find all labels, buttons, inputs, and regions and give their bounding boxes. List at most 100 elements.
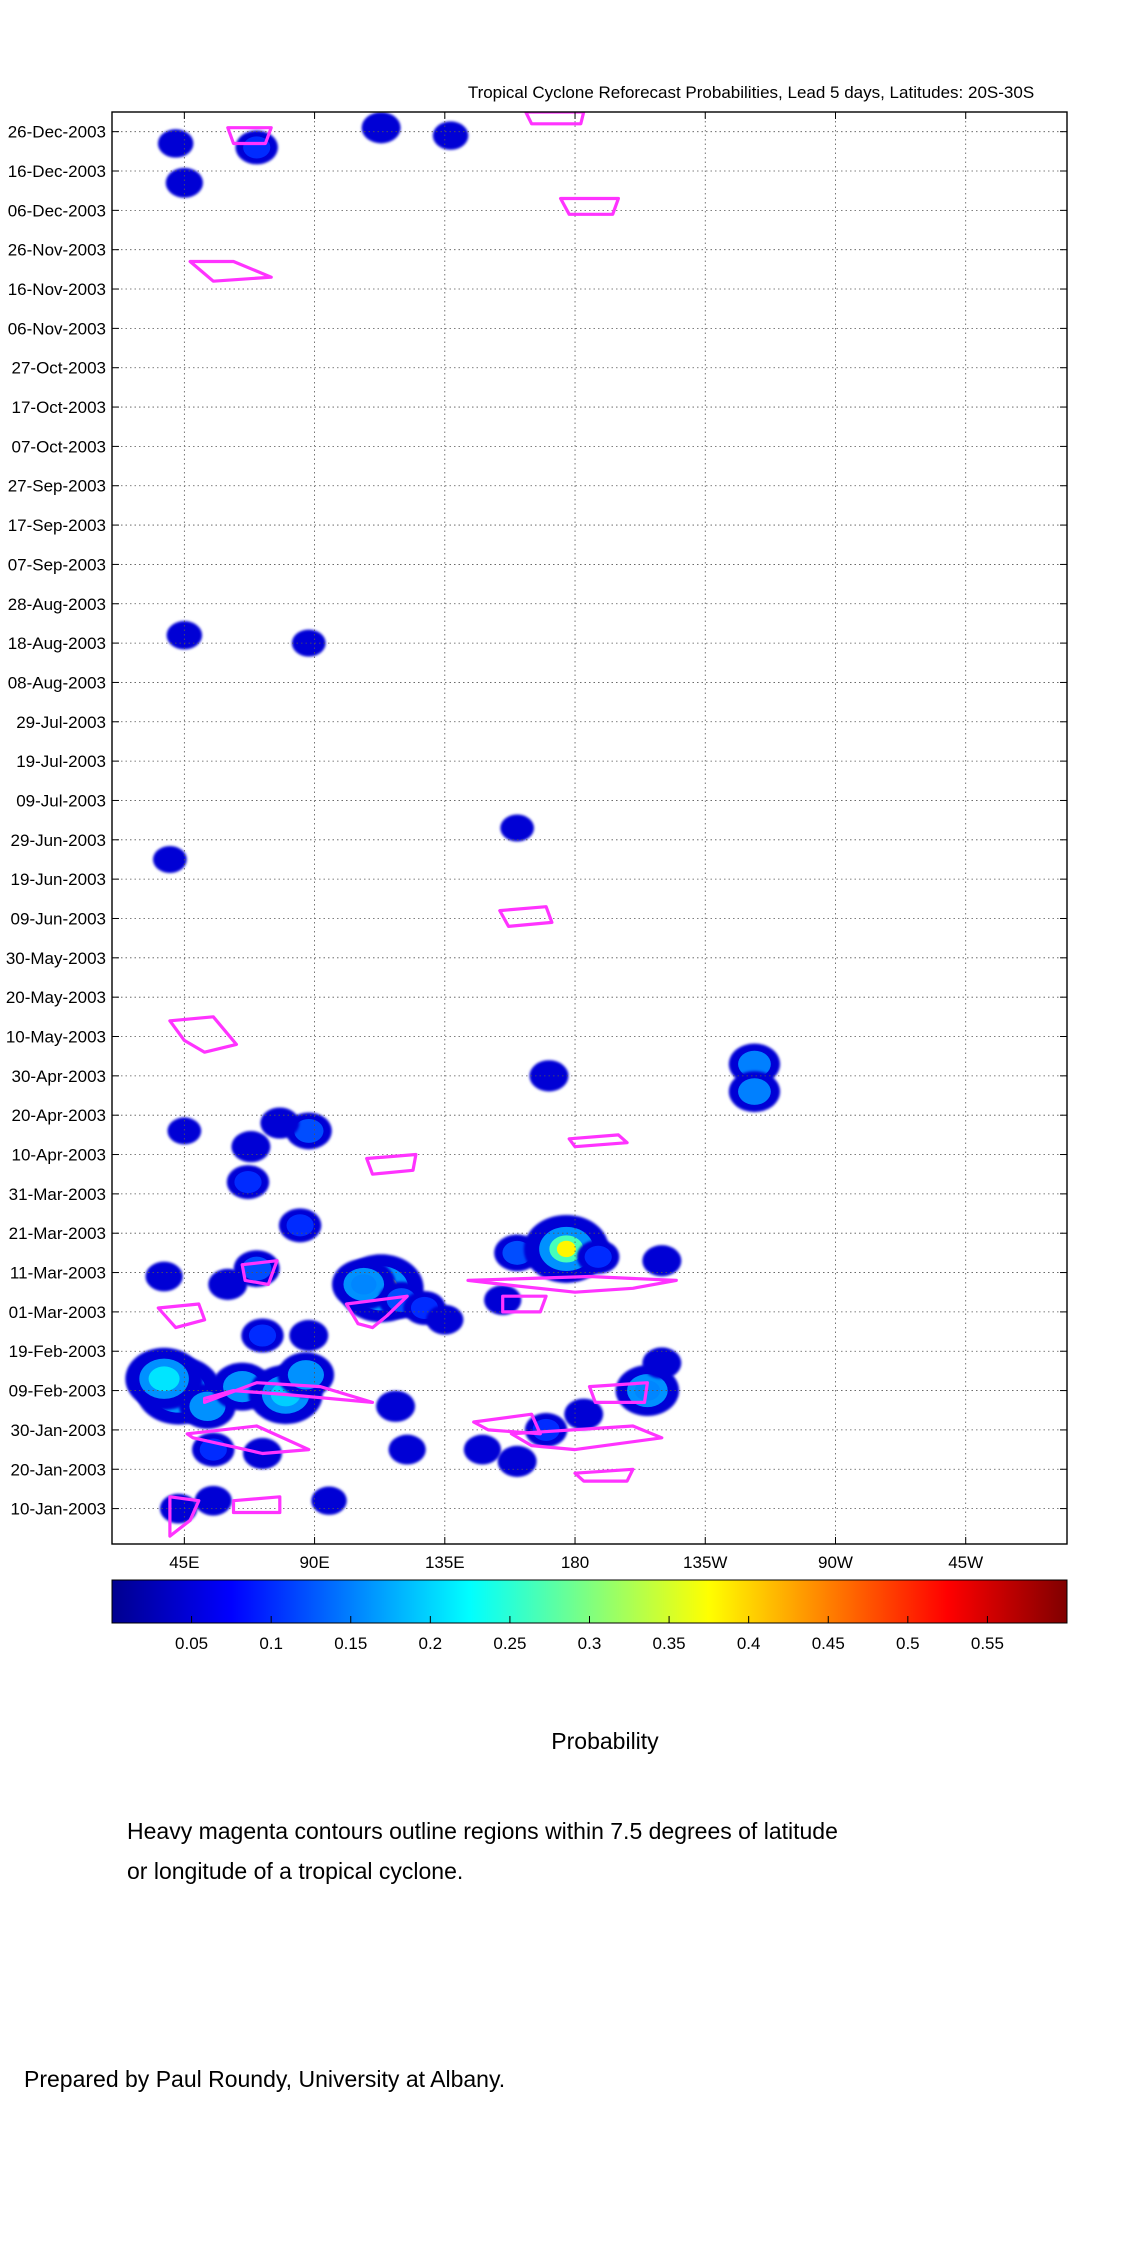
probability-region (260, 1107, 300, 1139)
tc-contour (203, 1381, 375, 1405)
probability-region (167, 1117, 202, 1145)
tc-contour (231, 1495, 282, 1515)
probability-region-core (243, 136, 271, 159)
y-tick-label: 30-Jan-2003 (11, 1421, 106, 1440)
colorbar-tick-label: 0.2 (419, 1634, 443, 1653)
y-tick-label: 06-Nov-2003 (8, 319, 106, 338)
x-tick-label: 135E (425, 1553, 465, 1572)
tc-contour (188, 259, 273, 283)
y-tick-label: 10-Jan-2003 (11, 1500, 106, 1519)
probability-region (231, 1131, 271, 1163)
probability-region-core (584, 1245, 612, 1268)
y-tick-label: 08-Aug-2003 (8, 673, 106, 692)
probability-region (291, 629, 326, 657)
tc-contour (185, 1424, 311, 1456)
tc-contour (344, 1294, 409, 1330)
probability-field (125, 112, 781, 1524)
tc-contour (587, 1381, 650, 1405)
y-tick-label: 30-Apr-2003 (11, 1067, 106, 1086)
tc-contour (567, 1133, 629, 1149)
contour-note-line-2: or longitude of a tropical cyclone. (127, 1858, 464, 1884)
probability-region-core (248, 1324, 277, 1347)
tc-contour (509, 1424, 664, 1452)
colorbar-tick-label: 0.15 (334, 1634, 367, 1653)
chart-title: Tropical Cyclone Reforecast Probabilitie… (468, 83, 1034, 102)
probability-region-core (294, 1118, 324, 1143)
y-tick-label: 09-Feb-2003 (9, 1382, 106, 1401)
probability-region-core (738, 1078, 771, 1105)
probability-region (642, 1245, 682, 1277)
x-tick-label: 90W (818, 1553, 853, 1572)
y-tick-label: 30-May-2003 (6, 949, 106, 968)
tc-contour (168, 1015, 238, 1054)
y-tick-label: 16-Nov-2003 (8, 280, 106, 299)
y-tick-label: 31-Mar-2003 (9, 1185, 106, 1204)
y-tick-label: 07-Oct-2003 (12, 437, 107, 456)
y-axis: 10-Jan-2003 20-Jan-2003 30-Jan-2003 09-Feb-… (6, 123, 1067, 1519)
y-tick-label: 01-Mar-2003 (9, 1303, 106, 1322)
y-tick-label: 26-Nov-2003 (8, 241, 106, 260)
y-tick-label: 11-Mar-2003 (10, 1264, 106, 1283)
tc-contour (472, 1412, 542, 1436)
colorbar-tick-label: 0.4 (737, 1634, 761, 1653)
probability-region (432, 121, 469, 150)
probability-region (194, 1485, 232, 1516)
x-tick-label: 180 (561, 1553, 589, 1572)
y-tick-label: 26-Dec-2003 (8, 123, 106, 142)
probability-region-core (738, 1050, 771, 1078)
colorbar (111, 1579, 1068, 1624)
tc-contour (168, 1495, 201, 1538)
tc-contour (240, 1259, 279, 1287)
y-tick-label: 19-Feb-2003 (9, 1342, 106, 1361)
tc-contour (156, 1302, 207, 1330)
y-tick-label: 10-May-2003 (6, 1028, 106, 1047)
tc-contour (498, 905, 554, 929)
y-tick-label: 09-Jun-2003 (11, 909, 106, 928)
plot-area (111, 111, 1068, 1545)
y-tick-label: 29-Jul-2003 (16, 713, 106, 732)
probability-region (426, 1304, 464, 1335)
contour-note-line-1: Heavy magenta contours outline regions w… (127, 1818, 838, 1844)
probability-region-peak (556, 1240, 576, 1258)
credit-line: Prepared by Paul Roundy, University at A… (24, 2066, 506, 2092)
tc-contour (524, 112, 586, 126)
colorbar-tick-label: 0.1 (259, 1634, 283, 1653)
colorbar-tick-label: 0.5 (896, 1634, 920, 1653)
probability-region (145, 1261, 183, 1292)
grid-lines (112, 112, 1067, 1544)
probability-region (463, 1434, 502, 1465)
y-tick-label: 07-Sep-2003 (8, 555, 106, 574)
x-tick-label: 45E (169, 1553, 199, 1572)
y-tick-label: 17-Oct-2003 (12, 398, 107, 417)
tc-contour (365, 1152, 418, 1176)
probability-region-core (234, 1171, 262, 1194)
probability-region (311, 1486, 347, 1515)
colorbar-tick-label: 0.25 (493, 1634, 526, 1653)
y-tick-label: 16-Dec-2003 (8, 162, 106, 181)
colorbar-axis: 0.05 0.1 0.15 0.2 0.25 0.3 0.35 0.4 0.45 0.5 0.55 (175, 1616, 1004, 1653)
y-tick-label: 10-Apr-2003 (11, 1146, 106, 1165)
y-tick-label: 21-Mar-2003 (9, 1224, 106, 1243)
tc-contour (501, 1294, 548, 1314)
probability-region (289, 1319, 329, 1352)
tc-contours (156, 112, 678, 1538)
probability-region-core (148, 1366, 180, 1392)
x-tick-label: 135W (683, 1553, 727, 1572)
y-tick-label: 20-Jan-2003 (11, 1460, 106, 1479)
probability-region-core (286, 1214, 314, 1237)
y-tick-label: 19-Jun-2003 (11, 870, 106, 889)
y-tick-label: 28-Aug-2003 (8, 595, 106, 614)
colorbar-tick-label: 0.3 (578, 1634, 602, 1653)
probability-region (376, 1390, 416, 1422)
colorbar-tick-label: 0.05 (175, 1634, 208, 1653)
probability-region (500, 814, 535, 842)
colorbar-tick-label: 0.35 (653, 1634, 686, 1653)
probability-region (497, 1445, 537, 1477)
probability-region (153, 845, 187, 873)
y-tick-label: 29-Jun-2003 (11, 831, 106, 850)
probability-region (642, 1347, 682, 1379)
y-tick-label: 20-May-2003 (6, 988, 106, 1007)
y-tick-label: 27-Sep-2003 (8, 477, 106, 496)
y-tick-label: 20-Apr-2003 (11, 1106, 106, 1125)
probability-region-core (351, 1274, 377, 1295)
